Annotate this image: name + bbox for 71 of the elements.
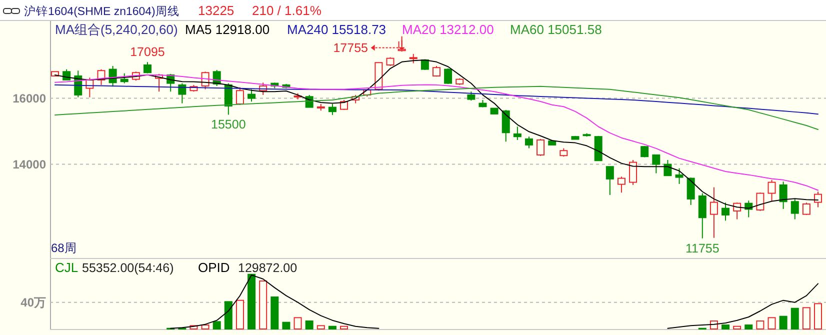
bar — [814, 303, 822, 330]
candlestick — [248, 88, 256, 102]
annotation: 15500 — [211, 118, 246, 132]
annotation: 68周 — [51, 241, 76, 255]
text: 13225 — [198, 3, 234, 18]
candlestick — [467, 91, 476, 102]
series-label: OPID — [198, 260, 230, 275]
bar — [201, 324, 210, 330]
candlestick — [722, 202, 730, 222]
bar — [248, 274, 256, 330]
candlestick — [502, 109, 510, 142]
candlestick — [536, 138, 545, 156]
candlestick — [143, 62, 152, 74]
y-tick-label: 40万 — [20, 296, 46, 310]
annotation: 129872.00 — [238, 261, 298, 275]
bar — [236, 300, 244, 330]
bar — [340, 326, 348, 330]
bar — [259, 280, 268, 330]
legend-title: MA组合(5,240,20,60) — [55, 22, 178, 37]
bar — [744, 324, 753, 330]
candlestick — [409, 53, 418, 64]
bar — [270, 296, 279, 330]
candlestick — [629, 159, 638, 186]
bar — [722, 324, 730, 330]
candlestick — [606, 166, 614, 196]
annotation: 11755 — [685, 241, 720, 256]
candlestick — [790, 198, 799, 220]
candlestick — [236, 86, 244, 106]
candlestick — [814, 191, 822, 208]
bar — [282, 322, 290, 330]
bar — [294, 317, 302, 330]
bar — [756, 320, 764, 330]
text: MA240 15518.73 — [287, 22, 386, 37]
annotation: 17095 — [130, 45, 165, 60]
bar — [305, 320, 314, 330]
bar — [316, 325, 325, 330]
bar — [733, 326, 742, 330]
candlestick — [652, 154, 660, 174]
candlestick — [710, 186, 718, 238]
bar — [779, 316, 788, 330]
bar — [328, 326, 336, 330]
text: 210 / 1.61% — [252, 3, 322, 18]
text: MA5 12918.00 — [185, 22, 270, 37]
candlestick — [686, 177, 695, 206]
chart-title: 沪锌1604(SHME zn1604)周线 — [24, 4, 180, 18]
candlestick — [675, 168, 684, 184]
candlestick — [756, 192, 764, 212]
y-tick-label: 16000 — [12, 91, 46, 106]
candlestick — [779, 181, 788, 210]
candlestick — [698, 192, 706, 239]
y-tick-label: 14000 — [12, 157, 46, 172]
line-series — [54, 86, 818, 130]
candlestick — [524, 136, 533, 149]
candlestick — [120, 72, 128, 84]
candlestick — [513, 126, 522, 140]
bar — [212, 321, 221, 330]
candlestick — [178, 82, 186, 104]
bar — [802, 307, 810, 330]
candlestick — [802, 202, 810, 216]
bar — [224, 301, 232, 330]
candlestick — [768, 179, 776, 202]
annotation: 17755 — [333, 41, 368, 55]
text: MA20 13212.00 — [402, 22, 494, 37]
candlestick — [444, 68, 452, 84]
candlestick — [617, 176, 626, 194]
bar — [768, 317, 776, 330]
annotation: 55352.00(54:46) — [82, 261, 174, 275]
candlestick — [328, 103, 336, 116]
text: MA60 15051.58 — [510, 22, 602, 37]
bar — [790, 308, 799, 330]
text: CJL — [55, 260, 78, 275]
